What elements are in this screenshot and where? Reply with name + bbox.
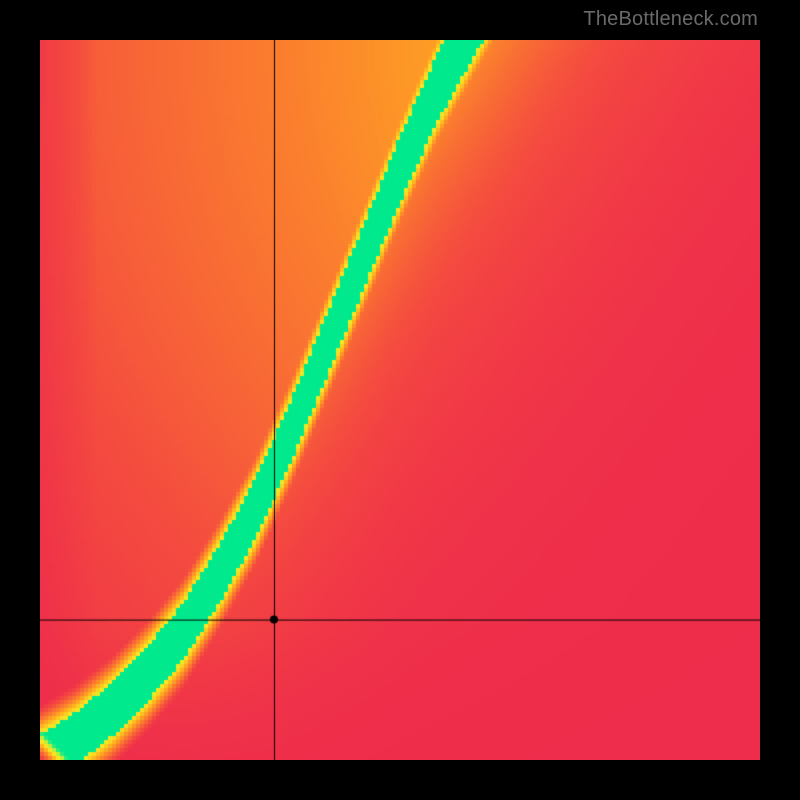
watermark-text: TheBottleneck.com — [583, 8, 758, 31]
heatmap-plot — [40, 40, 760, 760]
chart-container: TheBottleneck.com — [0, 0, 800, 800]
heatmap-canvas — [40, 40, 760, 760]
